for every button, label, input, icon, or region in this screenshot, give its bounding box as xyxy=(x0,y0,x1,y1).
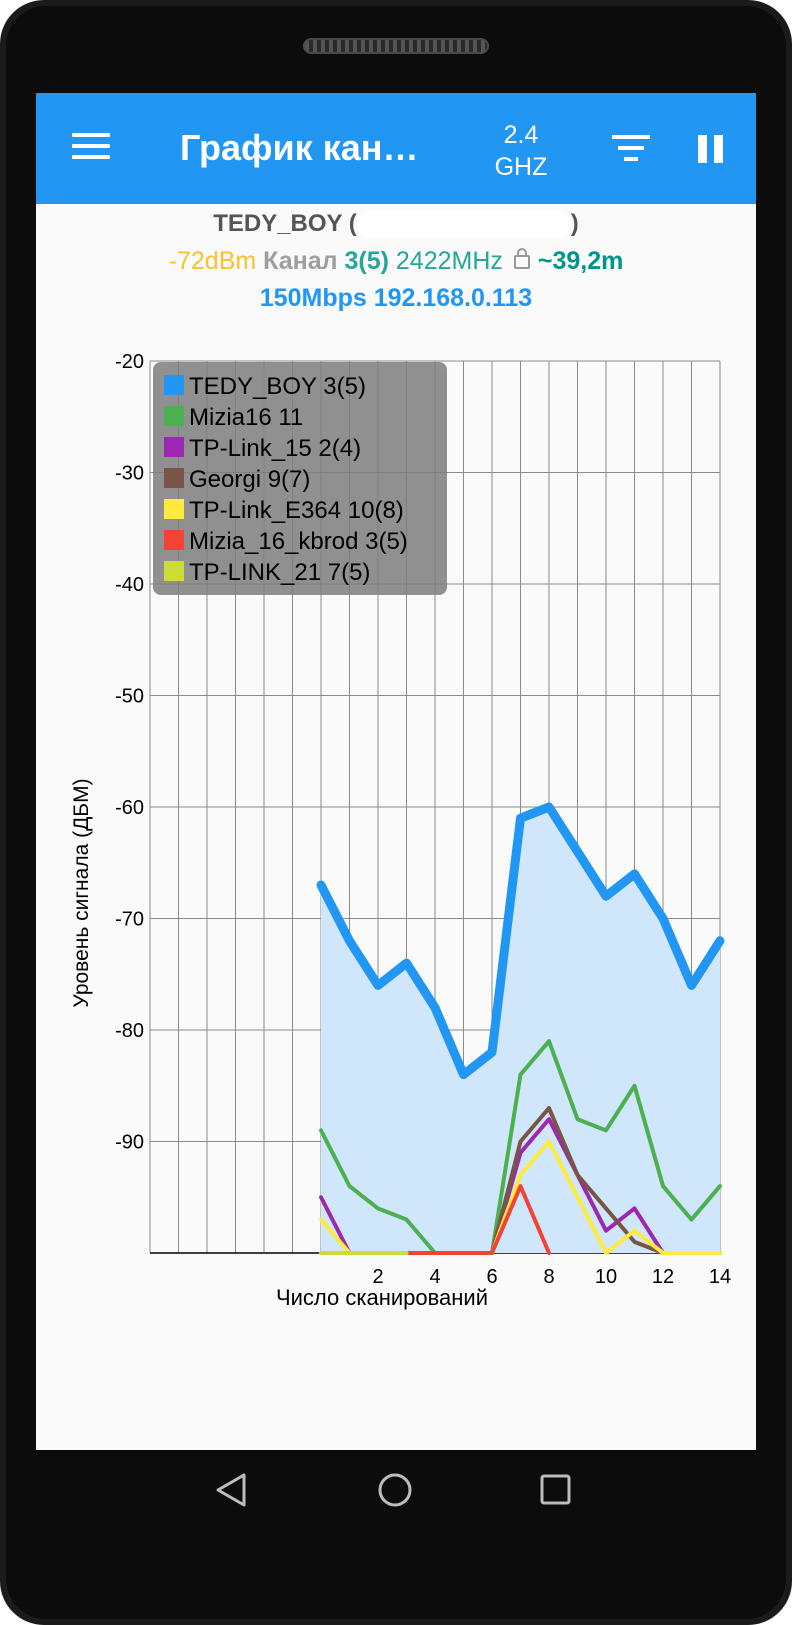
series-area-0 xyxy=(321,807,720,1253)
x-tick-label: 10 xyxy=(595,1266,617,1288)
chart-fill-layer xyxy=(321,807,720,1253)
legend-swatch xyxy=(164,406,184,426)
chart-legend: TEDY_BOY 3(5) Mizia16 11 TP-Link_15 2(4) Ge… xyxy=(153,362,447,595)
earpiece-speaker xyxy=(303,38,489,54)
x-tick-label: 6 xyxy=(486,1266,497,1288)
y-tick-label: -30 xyxy=(115,463,144,485)
legend-label: TP-Link_15 2(4) xyxy=(189,435,361,462)
chart-lines xyxy=(316,802,725,1255)
lock-icon xyxy=(513,248,530,270)
legend-label: TEDY_BOY 3(5) xyxy=(189,373,366,400)
y-tick-label: -40 xyxy=(115,574,144,596)
app-screen: График кан… 2.4 GHZ TEDY_BOY () -72dBm К… xyxy=(36,93,756,1450)
x-tick-label: 4 xyxy=(429,1266,440,1288)
series-line-0 xyxy=(316,802,725,1080)
y-tick-label: -70 xyxy=(115,909,144,931)
channel-value: 3(5) xyxy=(344,247,389,275)
y-tick-label: -60 xyxy=(115,797,144,819)
ip-address: 192.168.0.113 xyxy=(373,284,533,312)
home-icon[interactable] xyxy=(377,1472,413,1508)
legend-swatch xyxy=(164,437,184,457)
pause-icon[interactable] xyxy=(696,135,726,165)
filter-icon[interactable] xyxy=(612,135,652,165)
back-icon[interactable] xyxy=(214,1472,248,1508)
legend-label: Mizia16 11 xyxy=(189,404,303,431)
legend-swatch xyxy=(164,561,184,581)
link-speed: 150Mbps xyxy=(259,284,367,312)
menu-icon[interactable] xyxy=(72,133,112,163)
legend-swatch xyxy=(164,375,184,395)
ssid-paren-close: ) xyxy=(570,210,579,237)
y-tick-label: -80 xyxy=(115,1020,144,1042)
legend-swatch xyxy=(164,530,184,550)
channel-label: Канал xyxy=(263,247,338,275)
navigation-bar xyxy=(0,1450,792,1550)
distance: ~39,2m xyxy=(537,247,624,275)
signal-strength: -72dBm xyxy=(168,247,257,275)
series-line-5 xyxy=(404,1184,551,1255)
y-tick-label: -50 xyxy=(115,686,144,708)
ssid: TEDY_BOY xyxy=(213,210,343,237)
x-tick-label: 14 xyxy=(709,1266,731,1288)
x-tick-label: 12 xyxy=(652,1266,674,1288)
bssid-redacted xyxy=(356,210,571,239)
frequency: 2422MHz xyxy=(395,247,503,275)
legend-label: Mizia_16_kbrod 3(5) xyxy=(189,528,408,555)
y-axis-label: Уровень сигнала (ДБМ) xyxy=(70,778,93,1007)
link-info: 150Mbps 192.168.0.113 xyxy=(36,284,756,313)
band-toggle-button[interactable]: 2.4 GHZ xyxy=(486,119,556,183)
legend-label: TP-Link_E364 10(8) xyxy=(189,497,404,524)
x-axis-ticks: 2 4 6 8 10 12 14 xyxy=(372,1266,731,1288)
y-tick-label: -20 xyxy=(115,351,144,373)
legend-swatch xyxy=(164,499,184,519)
page-title: График кан… xyxy=(180,127,419,168)
legend-label: Georgi 9(7) xyxy=(189,466,310,493)
signal-chart: -20 -30 -40 -50 -60 -70 -80 -90 2 4 6 8 10 12 14 Уров… xyxy=(70,351,731,1310)
legend-label: TP-LINK_21 7(5) xyxy=(189,559,370,586)
x-tick-label: 8 xyxy=(543,1266,554,1288)
legend-swatch xyxy=(164,468,184,488)
connection-details: -72dBm Канал 3(5) 2422MHz ~39,2m xyxy=(36,247,756,276)
recents-icon[interactable] xyxy=(540,1474,572,1506)
x-axis-label: Число сканирований xyxy=(276,1285,488,1310)
app-bar: График кан… 2.4 GHZ xyxy=(36,93,756,204)
legend-box xyxy=(153,362,447,595)
band-unit: GHZ xyxy=(494,153,548,181)
connection-header: TEDY_BOY () xyxy=(36,210,756,239)
band-value: 2.4 xyxy=(503,121,539,149)
x-tick-label: 2 xyxy=(372,1266,383,1288)
y-tick-label: -90 xyxy=(115,1132,144,1154)
series-line-1 xyxy=(319,1039,722,1255)
ssid-paren-open: ( xyxy=(348,210,357,237)
y-axis-ticks: -20 -30 -40 -50 -60 -70 -80 -90 xyxy=(115,351,144,1154)
